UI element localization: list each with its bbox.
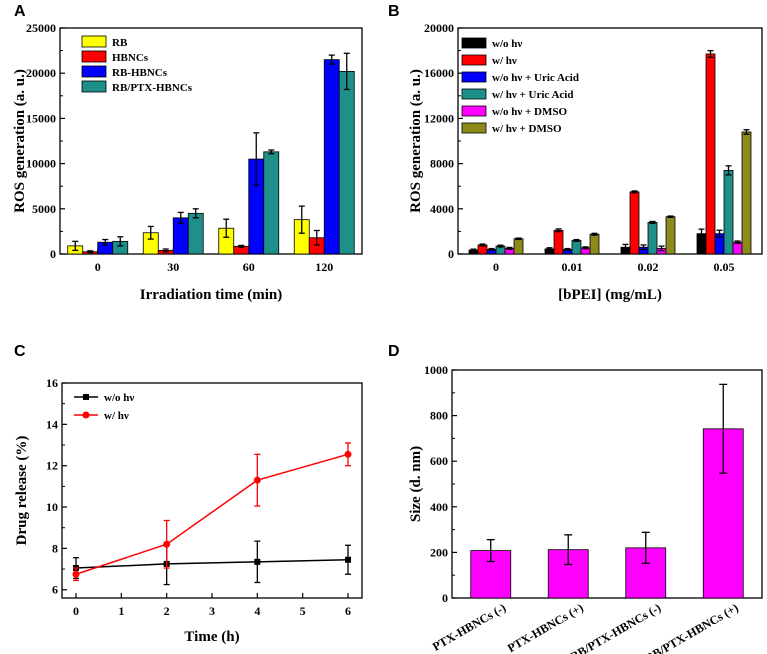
panel-b-legend-label: w/o hν + Uric Acid (492, 72, 579, 84)
panel-b-bar-w-h-uric-acid-0.02 (647, 221, 658, 255)
panel-b-x-axis-label: [bPEI] (mg/mL) (558, 287, 662, 303)
panel-a-legend-label: HBNCs (112, 52, 149, 64)
panel-c-x-tick-label: 4 (254, 604, 260, 618)
panel-b-bar-w-h-dmso-0.02 (665, 216, 676, 255)
panel-c-label: C (14, 343, 26, 360)
panel-a-y-tick-label: 25000 (26, 21, 56, 35)
panel-a-legend-swatch (81, 50, 107, 63)
panel-c-legend-label: w/ hν (104, 410, 129, 422)
panel-b-legend-swatch (461, 105, 487, 117)
panel-c-point (163, 540, 171, 548)
panel-d-x-tick-label: PTX-HBNCs (+) (505, 600, 586, 654)
panel-c-y-tick-label: 10 (46, 500, 58, 514)
panel-b-legend-label: w/ hν + Uric Acid (492, 89, 573, 101)
panel-b-bar-w-h-dmso-0 (513, 238, 524, 255)
panel-b-legend-swatch (461, 37, 487, 49)
panel-a-legend-label: RB/PTX-HBNCs (112, 82, 193, 94)
panel-b-label: B (388, 3, 400, 20)
panel-a-x-tick-label: 120 (315, 260, 333, 274)
panel-a-bar-rb-hbncs-120 (323, 59, 340, 255)
panel-c-point (253, 476, 261, 484)
panel-b-y-tick-label: 8000 (430, 157, 454, 171)
panel-b-legend-swatch (461, 122, 487, 134)
panel-b-legend-label: w/o hν (492, 38, 522, 50)
panel-b-y-tick-label: 16000 (424, 66, 454, 80)
panel-b-legend-label: w/ hν + DMSO (492, 123, 562, 135)
panel-b-bar-w-h--0.05 (705, 53, 716, 255)
panel-c-series-line (75, 559, 349, 569)
panel-b-y-tick-label: 12000 (424, 111, 454, 125)
panel-b-bar-w-h-dmso-0.05 (741, 131, 752, 255)
panel-a-legend-swatch (81, 65, 107, 78)
panel-d-y-tick-label: 400 (430, 500, 448, 514)
panel-b-bar-w-h--0.02 (629, 191, 640, 255)
panel-c-x-tick-label: 1 (118, 604, 124, 618)
panel-a-bar-rb-ptx-hbncs-120 (338, 70, 355, 255)
panel-b-legend-swatch (461, 71, 487, 83)
panel-a-legend-label: RB-HBNCs (112, 67, 168, 79)
panel-c-point (254, 558, 261, 565)
panel-d-y-axis-label: Size (d. nm) (408, 446, 424, 522)
panel-c-point (345, 556, 351, 563)
panel-c-point (344, 450, 352, 458)
panel-a-x-tick-label: 0 (95, 260, 101, 274)
panel-a-y-tick-label: 0 (50, 247, 56, 261)
panel-a-y-tick-label: 20000 (26, 66, 56, 80)
panel-b-bar-w-h-uric-acid-0.05 (723, 169, 734, 255)
panel-c-x-tick-label: 2 (164, 604, 170, 618)
panel-d-label: D (388, 343, 400, 360)
panel-c-y-tick-label: 6 (52, 583, 58, 597)
panel-c-y-axis-label: Drug release (%) (14, 436, 30, 546)
panel-b-y-tick-label: 0 (448, 247, 454, 261)
panel-d-y-tick-label: 0 (442, 591, 448, 605)
panel-c-legend-marker (82, 411, 90, 419)
panel-c-y-tick-label: 8 (52, 541, 58, 555)
panel-c-point (72, 570, 80, 578)
panel-a-y-tick-label: 5000 (32, 202, 56, 216)
panel-d-y-tick-label: 600 (430, 454, 448, 468)
panel-a-x-axis-label: Irradiation time (min) (140, 287, 282, 303)
panel-c-x-axis-label: Time (h) (184, 629, 239, 645)
panel-d-y-tick-label: 200 (430, 545, 448, 559)
panel-b-bar-w-h-uric-acid-0.01 (571, 240, 582, 255)
panel-b-y-tick-label: 4000 (430, 202, 454, 216)
panel-b-bar-w-h-dmso-0.01 (589, 233, 600, 255)
panel-a-label: A (14, 3, 26, 20)
panel-a-y-tick-label: 15000 (26, 111, 56, 125)
panel-b-y-axis-label: ROS generation (a. u.) (408, 69, 424, 213)
panel-c-y-tick-label: 14 (46, 417, 58, 431)
panel-a-legend-label: RB (112, 37, 128, 49)
panel-c-x-tick-label: 5 (300, 604, 306, 618)
panel-a-y-tick-label: 10000 (26, 157, 56, 171)
panel-b-legend-label: w/ hν (492, 55, 517, 67)
panel-a-x-tick-label: 60 (243, 260, 255, 274)
panel-a-x-tick-label: 30 (167, 260, 179, 274)
panel-b-legend-label: w/o hν + DMSO (492, 106, 567, 118)
panel-a-bar-rb-ptx-hbncs-60 (263, 151, 280, 255)
panel-a-bar-rb-ptx-hbncs-30 (187, 212, 204, 255)
panel-a-y-axis-label: ROS generation (a. u.) (12, 69, 28, 213)
panel-b-x-tick-label: 0.05 (714, 260, 735, 274)
panel-c-x-tick-label: 3 (209, 604, 215, 618)
panel-d-y-tick-label: 800 (430, 409, 448, 423)
panel-c-legend-marker (83, 394, 89, 400)
panel-d-y-tick-label: 1000 (424, 363, 448, 377)
panel-c-y-tick-label: 12 (46, 459, 58, 473)
panel-c-series-line (75, 453, 349, 575)
panel-b-x-tick-label: 0.02 (638, 260, 659, 274)
panel-d-x-tick-label: PTX-HBNCs (-) (430, 600, 508, 653)
panel-a-legend-swatch (81, 80, 107, 93)
panel-b-bar-w-h--0.01 (553, 229, 564, 255)
panel-c-x-tick-label: 6 (345, 604, 351, 618)
panel-b-y-tick-label: 20000 (424, 21, 454, 35)
panel-c-y-tick-label: 16 (46, 376, 58, 390)
panel-a-legend-swatch (81, 35, 107, 48)
panel-b-legend-swatch (461, 54, 487, 66)
panel-b-x-tick-label: 0 (493, 260, 499, 274)
panel-b-x-tick-label: 0.01 (562, 260, 583, 274)
panel-c-x-tick-label: 0 (73, 604, 79, 618)
panel-b-legend-swatch (461, 88, 487, 100)
panel-c-legend-label: w/o hν (104, 392, 134, 404)
